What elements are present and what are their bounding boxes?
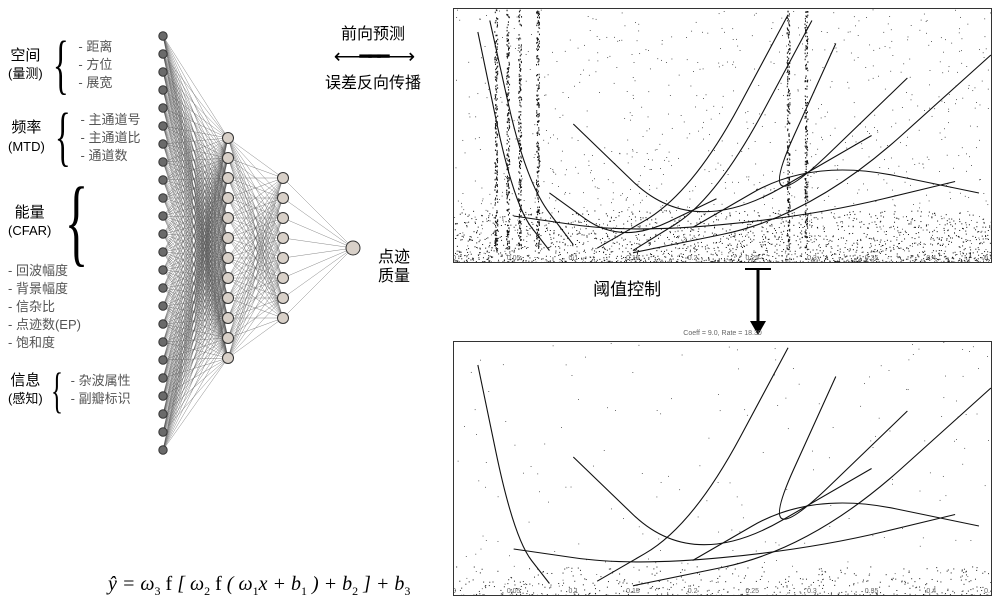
feature-item: 点迹数(EP) <box>8 316 81 334</box>
training-labels: 前向预测 ⟵━━━⟶ 误差反向传播 <box>288 20 458 93</box>
right-panel: 0 0.05 0.1 0.15 0.2 0.25 0.3 0.35 0.4 0.45 阈值控制 C… <box>453 8 992 607</box>
feature-item: 主通道比 <box>81 129 141 147</box>
svg-text:0.25: 0.25 <box>746 255 760 262</box>
feature-group: 频率(MTD){主通道号主通道比通道数 <box>8 111 158 166</box>
group-title: 空间(量测) <box>8 47 43 85</box>
svg-text:0.4: 0.4 <box>926 255 936 262</box>
feature-item: 副瓣标识 <box>71 390 131 408</box>
svg-text:0.35: 0.35 <box>865 255 879 262</box>
feature-item: 方位 <box>78 56 112 74</box>
brace-icon: { <box>65 183 89 261</box>
group-items: 杂波属性副瓣标识 <box>71 372 131 408</box>
brace-icon: { <box>53 39 69 92</box>
group-title: 能量(CFAR) <box>8 204 51 242</box>
plot-after: Coeff = 9.0, Rate = 18.30 00.050.10.150.… <box>453 341 992 596</box>
svg-text:0.45: 0.45 <box>984 255 991 262</box>
group-title: 频率(MTD) <box>8 119 45 157</box>
group-title: 信息(感知) <box>8 372 43 410</box>
svg-text:0.2: 0.2 <box>688 255 698 262</box>
double-arrow-icon: ⟵━━━⟶ <box>288 44 458 69</box>
coeff-label: Coeff = 9.0, Rate = 18.30 <box>683 330 761 337</box>
feature-item: 饱和度 <box>8 334 81 352</box>
brace-icon: { <box>51 370 63 410</box>
svg-text:0.1: 0.1 <box>569 255 579 262</box>
svg-text:0.3: 0.3 <box>807 255 817 262</box>
brace-icon: { <box>55 111 71 164</box>
feature-groups: 空间(量测){距离方位展宽频率(MTD){主通道号主通道比通道数能量(CFAR)… <box>8 38 158 428</box>
arrow-down-icon <box>743 267 773 337</box>
svg-text:0.15: 0.15 <box>626 255 640 262</box>
feature-group: 信息(感知){杂波属性副瓣标识 <box>8 370 158 410</box>
group-items: 距离方位展宽 <box>78 38 112 93</box>
threshold-block: 阈值控制 <box>453 267 992 337</box>
feature-item: 通道数 <box>81 147 141 165</box>
svg-text:0.05: 0.05 <box>507 255 521 262</box>
plot-before: 0 0.05 0.1 0.15 0.2 0.25 0.3 0.35 0.4 0.45 <box>453 8 992 263</box>
feature-item: 杂波属性 <box>71 372 131 390</box>
svg-text:0: 0 <box>454 255 456 262</box>
feature-item: 背景幅度 <box>8 280 81 298</box>
threshold-label: 阈值控制 <box>593 275 661 300</box>
feature-item: 主通道号 <box>81 111 141 129</box>
forward-label: 前向预测 <box>288 20 458 44</box>
feature-item: 信杂比 <box>8 298 81 316</box>
feature-item: 距离 <box>78 38 112 56</box>
backprop-label: 误差反向传播 <box>288 69 458 93</box>
feature-group: 空间(量测) { 距离方位展宽 <box>8 38 158 93</box>
left-panel: 空间(量测){距离方位展宽频率(MTD){主通道号主通道比通道数能量(CFAR)… <box>8 8 447 607</box>
feature-group: 能量(CFAR){回波幅度背景幅度信杂比点迹数(EP)饱和度 <box>8 183 158 352</box>
output-label: 点迹 质量 <box>378 248 410 286</box>
group-items: 主通道号主通道比通道数 <box>81 111 141 166</box>
equation: ŷ = ω3 f [ ω2 f ( ω1x + b1 ) + b2 ] + b3 <box>108 573 410 599</box>
feature-item: 展宽 <box>78 74 112 92</box>
